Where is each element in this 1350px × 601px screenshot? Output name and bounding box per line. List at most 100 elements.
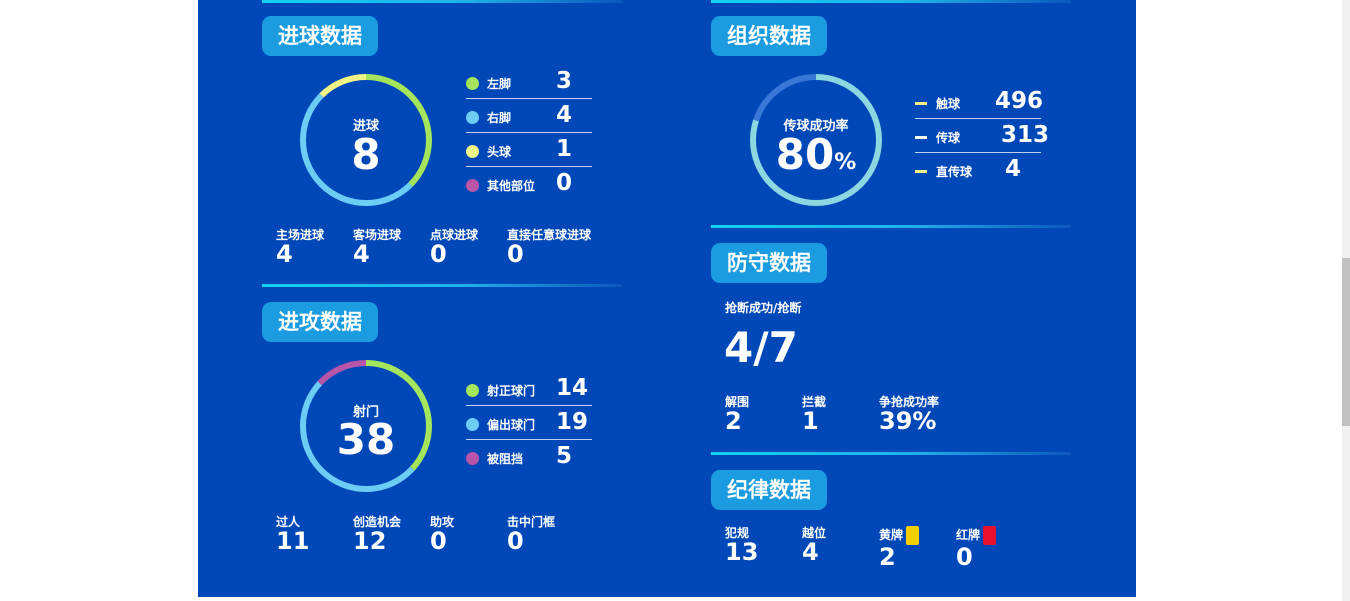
legend-value: 4 xyxy=(1005,156,1022,182)
pass-rate-ring-chart xyxy=(750,74,882,206)
shots-ring-segment-2 xyxy=(300,360,432,492)
section-divider xyxy=(711,0,1071,3)
stat-value: 4 xyxy=(276,240,293,268)
green-dot-icon xyxy=(466,77,479,90)
goals-ring-segment-2 xyxy=(300,74,432,206)
pass-rate-number: 80 xyxy=(775,130,835,179)
stat-value: 0 xyxy=(507,240,524,268)
stat-fouls: 犯规 13 xyxy=(725,526,758,564)
legend-value: 5 xyxy=(556,443,573,469)
stat-label-row: 黄牌 xyxy=(879,526,920,545)
section-divider xyxy=(262,284,622,287)
stat-value: 1 xyxy=(802,407,819,435)
goals-ring-label: 进球 xyxy=(352,119,379,134)
legend-label: 触球 xyxy=(936,97,961,111)
scrollbar-thumb[interactable] xyxy=(1342,258,1350,426)
defense-section-title: 防守数据 xyxy=(711,243,827,283)
discipline-section-title: 纪律数据 xyxy=(711,470,827,510)
legend-value: 3 xyxy=(556,68,573,94)
stat-value: 4 xyxy=(802,538,819,566)
stat-label: 击中门框 xyxy=(507,515,556,529)
stat-value: 13 xyxy=(725,538,759,566)
stat-woodwork: 击中门框 0 xyxy=(507,515,555,553)
legend-label: 射正球门 xyxy=(487,384,536,398)
legend-item-off-target: 偏出球门 19 xyxy=(466,406,592,440)
stat-value: 11 xyxy=(276,527,310,555)
legend-item-blocked: 被阻挡 5 xyxy=(466,440,592,474)
stat-value: 0 xyxy=(507,527,524,555)
legend-value: 14 xyxy=(556,375,589,401)
yellow-dash-icon xyxy=(915,102,927,105)
vertical-scrollbar[interactable] xyxy=(1342,0,1350,601)
stat-value: 0 xyxy=(956,543,973,571)
legend-label: 直传球 xyxy=(936,165,973,179)
stat-interceptions: 拦截 1 xyxy=(802,395,826,433)
stat-label: 客场进球 xyxy=(353,228,402,242)
section-divider xyxy=(711,452,1071,455)
stat-red-cards: 红牌 0 xyxy=(956,526,997,571)
legend-label: 传球 xyxy=(936,131,961,145)
stat-home-goals: 主场进球 4 xyxy=(276,228,324,266)
stat-label: 争抢成功率 xyxy=(879,395,940,409)
shots-ring-segment-1 xyxy=(300,360,432,492)
organization-section-title: 组织数据 xyxy=(711,16,827,56)
pass-rate-ring-remaining xyxy=(750,74,882,206)
stat-value: 4 xyxy=(353,240,370,268)
legend-item-other: 其他部位 0 xyxy=(466,167,592,201)
yellow-dash-icon xyxy=(915,170,927,173)
stat-away-goals: 客场进球 4 xyxy=(353,228,401,266)
legend-item-touches: 触球 496 xyxy=(915,85,1044,119)
stat-value: 12 xyxy=(353,527,387,555)
legend-item-right-foot: 右脚 4 xyxy=(466,99,592,133)
legend-label: 右脚 xyxy=(487,111,512,125)
stat-label: 创造机会 xyxy=(353,515,402,529)
stat-label: 拦截 xyxy=(802,395,827,409)
legend-item-passes: 传球 313 xyxy=(915,119,1049,153)
light-blue-dot-icon xyxy=(466,111,479,124)
tackle-value: 4/7 xyxy=(724,323,798,372)
legend-item-left-foot: 左脚 3 xyxy=(466,65,592,99)
stat-penalty-goals: 点球进球 0 xyxy=(430,228,478,266)
legend-label: 其他部位 xyxy=(487,179,536,193)
legend-item-on-target: 射正球门 14 xyxy=(466,372,592,406)
legend-item-header: 头球 1 xyxy=(466,133,592,167)
stat-assists: 助攻 0 xyxy=(430,515,454,553)
tackle-label: 抢断成功/抢断 xyxy=(725,301,802,315)
legend-value: 496 xyxy=(995,88,1044,114)
stat-label: 黄牌 xyxy=(879,528,904,542)
goals-ring-value: 8 xyxy=(351,130,381,179)
stat-label: 犯规 xyxy=(725,526,750,540)
stat-label: 主场进球 xyxy=(276,228,325,242)
goals-ring-chart xyxy=(300,74,432,206)
legend-label: 被阻挡 xyxy=(487,452,524,466)
stat-dribbles: 过人 11 xyxy=(276,515,309,553)
legend-value: 19 xyxy=(556,409,589,435)
shots-ring-chart xyxy=(300,360,432,492)
stat-chances-created: 创造机会 12 xyxy=(353,515,401,553)
legend-value: 0 xyxy=(556,170,573,196)
legend-value: 1 xyxy=(556,136,573,162)
pass-rate-unit: % xyxy=(834,150,857,175)
stat-value: 0 xyxy=(430,527,447,555)
shots-ring-label: 射门 xyxy=(352,405,379,420)
stat-free-kick-goals: 直接任意球进球 0 xyxy=(507,228,591,266)
stat-duel-success: 争抢成功率 39% xyxy=(879,395,939,433)
stat-label: 助攻 xyxy=(430,515,455,529)
legend-value: 313 xyxy=(1001,122,1050,148)
stat-label: 红牌 xyxy=(956,528,981,542)
legend-label: 偏出球门 xyxy=(487,418,536,432)
attack-section-title: 进攻数据 xyxy=(262,302,378,342)
goals-section-title: 进球数据 xyxy=(262,16,378,56)
stat-value: 0 xyxy=(430,240,447,268)
light-blue-dot-icon xyxy=(466,418,479,431)
purple-dot-icon xyxy=(466,452,479,465)
stat-label-row: 红牌 xyxy=(956,526,997,545)
stat-label: 越位 xyxy=(802,526,827,540)
stats-panel: 进球数据 进球 8 左脚 3 右脚 4 头球 1 其他部位 0 主场进球 4 客… xyxy=(198,0,1136,597)
section-divider xyxy=(711,225,1071,228)
stat-label: 点球进球 xyxy=(430,228,479,242)
section-divider xyxy=(262,0,622,3)
yellow-card-icon xyxy=(906,526,920,545)
pass-rate-ring-label: 传球成功率 xyxy=(783,119,849,134)
yellow-dot-icon xyxy=(466,145,479,158)
